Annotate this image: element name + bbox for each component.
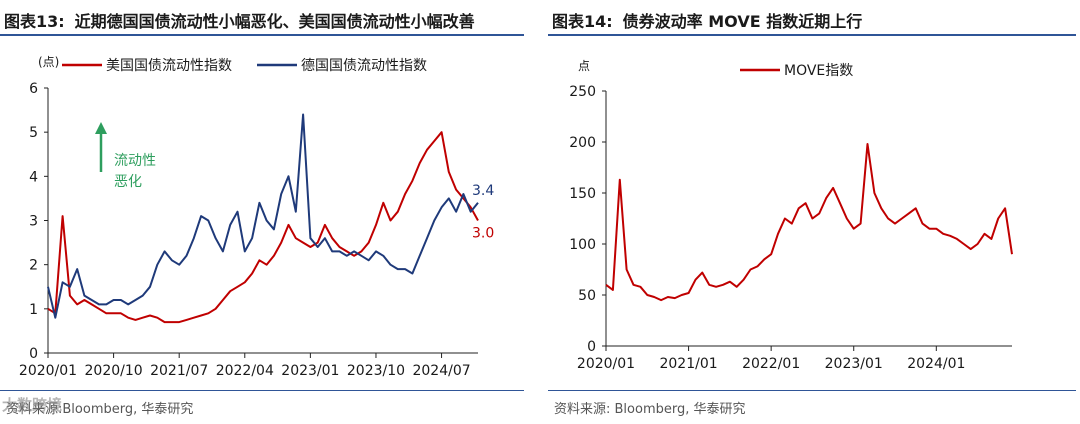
chart-panel-right: 图表14: 债券波动率 MOVE 指数近期上行 0 50 100 150 200 250 点 2…	[548, 0, 1080, 424]
annotation-label: 恶化	[114, 174, 142, 190]
move-chart: 0 50 100 150 200 250 点 2020/01 2021/01 2022/01 202…	[569, 59, 1013, 372]
legend-label: 美国国债流动性指数	[106, 58, 232, 74]
y-tick-label: 6	[29, 81, 38, 97]
legend-label: MOVE指数	[784, 63, 853, 79]
y-tick-label: 1	[29, 302, 38, 318]
y-tick-label: 2	[29, 258, 38, 274]
x-tick-label: 2021/01	[659, 356, 717, 372]
y-tick-label: 3	[29, 214, 38, 230]
y-tick-label: 150	[569, 186, 596, 202]
x-tick-label: 2022/04	[216, 363, 274, 379]
end-label: 3.4	[472, 183, 494, 199]
y-tick-label: 0	[587, 339, 596, 355]
chart-source: 资料来源: Bloomberg, 华泰研究	[554, 402, 746, 417]
x-tick-label: 2020/01	[577, 356, 635, 372]
series-line	[605, 143, 1013, 302]
x-tick-label: 2024/01	[907, 356, 965, 372]
title-rule	[548, 34, 1076, 36]
watermark: 大数跨境	[2, 396, 63, 414]
series-line	[47, 131, 479, 324]
title-rule	[0, 34, 524, 36]
y-tick-label: 50	[578, 288, 596, 304]
x-tick-label: 2020/10	[85, 363, 143, 379]
x-tick-label: 2021/07	[150, 363, 208, 379]
liquidity-chart: 0 1 2 3 4 5 6(点) 2020/01 2020/10 2021/07 2022/04 20…	[19, 55, 494, 379]
annotation-arrowhead	[95, 122, 107, 134]
chart-source: 资料来源:Bloomberg, 华泰研究	[6, 402, 194, 417]
source-rule	[548, 390, 1076, 391]
x-tick-label: 2023/01	[281, 363, 339, 379]
x-tick-label: 2020/01	[19, 363, 77, 379]
y-tick-label: 5	[29, 125, 38, 141]
x-tick-label: 2023/01	[825, 356, 883, 372]
annotation-label: 流动性	[114, 153, 156, 169]
y-tick-label: 100	[569, 237, 596, 253]
y-axis-label: 点	[578, 59, 590, 73]
series-line	[47, 113, 479, 319]
chart-title: 图表13: 近期德国国债流动性小幅恶化、美国国债流动性小幅改善	[4, 12, 475, 31]
x-tick-label: 2024/07	[412, 363, 470, 379]
chart-panel-left: 图表13: 近期德国国债流动性小幅恶化、美国国债流动性小幅改善 0 1 2 3 4 5 6 (点…	[0, 0, 528, 424]
legend-label: 德国国债流动性指数	[301, 58, 427, 74]
chart-title: 图表14: 债券波动率 MOVE 指数近期上行	[552, 12, 863, 31]
y-tick-label: 200	[569, 135, 596, 151]
y-tick-label: 250	[569, 84, 596, 100]
y-tick-label: 4	[29, 169, 38, 185]
y-tick-label: 0	[29, 346, 38, 362]
x-tick-label: 2022/01	[742, 356, 800, 372]
source-rule	[0, 390, 524, 391]
x-tick-label: 2023/10	[347, 363, 405, 379]
end-label: 3.0	[472, 226, 494, 242]
y-axis-label: (点)	[38, 55, 59, 69]
